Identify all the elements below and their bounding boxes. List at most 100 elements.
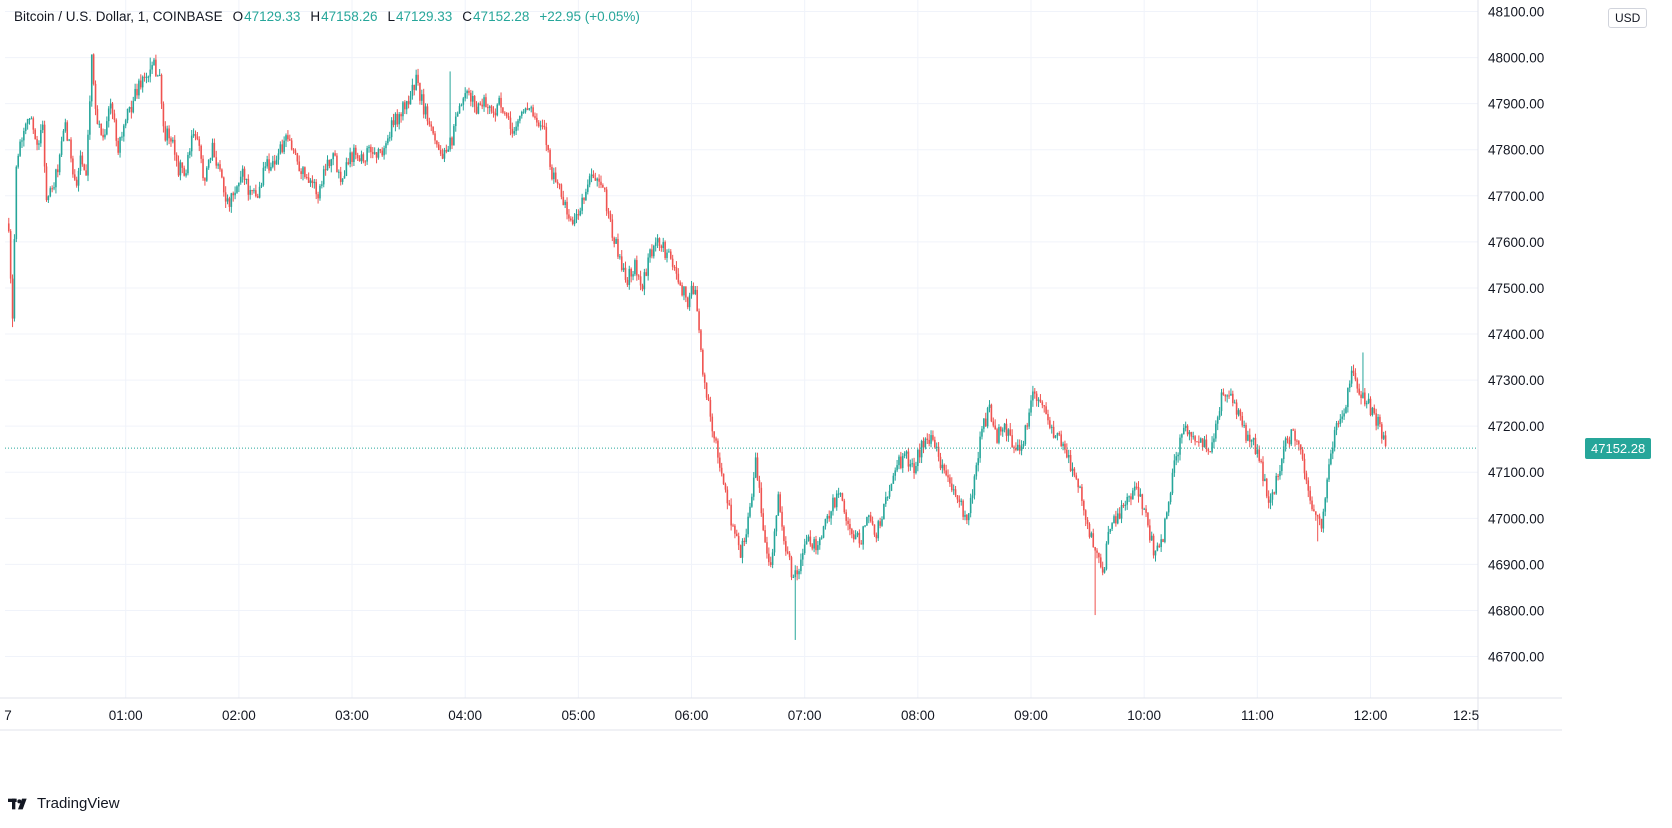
candle-body: [155, 59, 157, 76]
candle-body: [1020, 446, 1023, 451]
candle-body: [668, 251, 670, 253]
close-label: C: [462, 9, 473, 24]
candle-body: [826, 515, 829, 519]
candle-body: [903, 453, 906, 457]
candle-body: [930, 435, 932, 444]
candle-body: [737, 536, 740, 546]
x-tick-label: 7: [4, 708, 12, 723]
candle-body: [830, 511, 832, 519]
candle-body: [1141, 494, 1144, 509]
candle-body: [530, 107, 533, 109]
candle-body: [153, 59, 155, 66]
candle-body: [494, 112, 497, 116]
candle-body: [1384, 435, 1387, 446]
candle-body: [1132, 490, 1134, 500]
candle-body: [1339, 418, 1342, 424]
candle-body: [239, 176, 242, 183]
candle-body: [166, 128, 168, 141]
candle-body: [771, 552, 774, 565]
candle-body: [200, 145, 202, 159]
candle-body: [209, 157, 212, 160]
candle-body: [228, 198, 231, 207]
candle-body: [173, 139, 176, 155]
candle-body: [98, 123, 101, 125]
candle-body: [820, 537, 823, 539]
price-axis[interactable]: 48100.00 48000.00 47900.00 47800.00 47700.00…: [1488, 5, 1544, 665]
candle-body: [421, 94, 423, 101]
candle-body: [94, 83, 97, 109]
candle-body: [1239, 410, 1242, 417]
candle-body: [1143, 508, 1145, 510]
candle-body: [17, 155, 20, 167]
candle-body: [524, 108, 527, 112]
close-value: 47152.28: [473, 9, 530, 24]
candle-body: [507, 116, 510, 118]
candle-body: [185, 173, 187, 176]
candle-body: [751, 496, 753, 507]
candle-body: [11, 278, 14, 319]
candle-body: [775, 515, 778, 532]
symbol-title[interactable]: Bitcoin / U.S. Dollar, 1, COINBASE: [14, 9, 223, 24]
candle-body: [513, 131, 516, 134]
candle-body: [1256, 449, 1259, 455]
candle-body: [690, 285, 693, 296]
candle-body: [1049, 420, 1051, 428]
candle-body: [194, 134, 197, 137]
candle-body: [251, 190, 253, 192]
candle-body: [964, 514, 966, 517]
candle-body: [1341, 416, 1344, 419]
candle-body: [1235, 402, 1238, 415]
candle-body: [1230, 393, 1232, 396]
x-tick-label: 08:00: [901, 708, 935, 723]
currency-button[interactable]: USD: [1608, 8, 1648, 28]
candle-body: [935, 446, 938, 448]
candle-body: [443, 150, 446, 159]
candle-body: [162, 103, 165, 127]
candle-body: [551, 166, 553, 180]
candle-body: [100, 123, 102, 135]
y-tick-label: 47300.00: [1488, 373, 1544, 388]
candle-body: [1007, 429, 1010, 436]
candle-body: [73, 174, 76, 180]
candle-body: [407, 101, 410, 105]
candle-body: [58, 154, 61, 173]
candle-body: [462, 98, 465, 105]
candle-body: [1250, 439, 1253, 442]
candle-body: [858, 532, 861, 544]
candle-body: [364, 161, 367, 163]
candle-body: [1064, 443, 1066, 450]
candle-body: [824, 518, 827, 527]
candle-body: [79, 155, 82, 171]
candle-body: [1190, 432, 1193, 437]
candle-body: [1218, 411, 1221, 418]
tradingview-brand[interactable]: TradingView: [8, 795, 120, 812]
candle-body: [1260, 460, 1262, 462]
candle-body: [143, 76, 146, 78]
candle-body: [1098, 552, 1100, 558]
candle-body: [189, 151, 191, 155]
candle-body: [807, 536, 810, 542]
candle-body: [1337, 423, 1340, 425]
candle-body: [947, 475, 949, 478]
candle-body: [790, 557, 793, 578]
candle-body: [571, 220, 574, 225]
candle-body: [741, 540, 744, 558]
candle-body: [777, 494, 780, 516]
time-axis[interactable]: 7 01:00 02:00 03:00 04:00 05:00 06:00 07:00 08:0…: [4, 708, 1479, 723]
candle-body: [309, 180, 312, 183]
candle-body: [803, 544, 806, 554]
candle-body: [253, 190, 255, 192]
candle-body: [967, 513, 970, 521]
candle-body: [1162, 539, 1164, 542]
candle-body: [769, 562, 772, 565]
candle-body: [752, 477, 755, 497]
candle-body: [1277, 475, 1279, 477]
candle-body: [419, 83, 421, 101]
candle-body: [345, 162, 348, 176]
candle-body: [817, 545, 819, 551]
candle-body: [417, 74, 419, 84]
candle-body: [1013, 447, 1015, 449]
candle-body: [332, 153, 334, 160]
